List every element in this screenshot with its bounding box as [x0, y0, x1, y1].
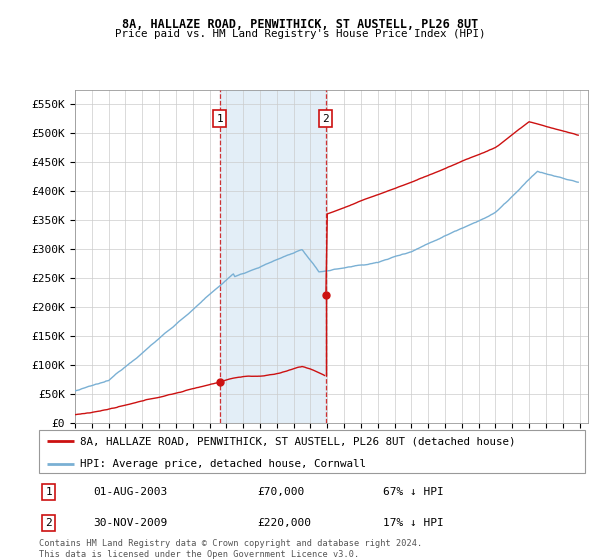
Text: Contains HM Land Registry data © Crown copyright and database right 2024.
This d: Contains HM Land Registry data © Crown c…: [39, 539, 422, 559]
Text: 67% ↓ HPI: 67% ↓ HPI: [383, 487, 444, 497]
Text: 01-AUG-2003: 01-AUG-2003: [94, 487, 168, 497]
Text: 30-NOV-2009: 30-NOV-2009: [94, 518, 168, 528]
Text: 8A, HALLAZE ROAD, PENWITHICK, ST AUSTELL, PL26 8UT: 8A, HALLAZE ROAD, PENWITHICK, ST AUSTELL…: [122, 18, 478, 31]
Text: 8A, HALLAZE ROAD, PENWITHICK, ST AUSTELL, PL26 8UT (detached house): 8A, HALLAZE ROAD, PENWITHICK, ST AUSTELL…: [80, 436, 515, 446]
Text: HPI: Average price, detached house, Cornwall: HPI: Average price, detached house, Corn…: [80, 459, 366, 469]
Text: 1: 1: [46, 487, 52, 497]
Text: £220,000: £220,000: [257, 518, 311, 528]
Text: 2: 2: [323, 114, 329, 124]
Text: £70,000: £70,000: [257, 487, 305, 497]
Text: 2: 2: [46, 518, 52, 528]
FancyBboxPatch shape: [39, 430, 585, 473]
Text: 17% ↓ HPI: 17% ↓ HPI: [383, 518, 444, 528]
Text: Price paid vs. HM Land Registry's House Price Index (HPI): Price paid vs. HM Land Registry's House …: [115, 29, 485, 39]
Text: 1: 1: [216, 114, 223, 124]
Bar: [220, 90, 326, 423]
